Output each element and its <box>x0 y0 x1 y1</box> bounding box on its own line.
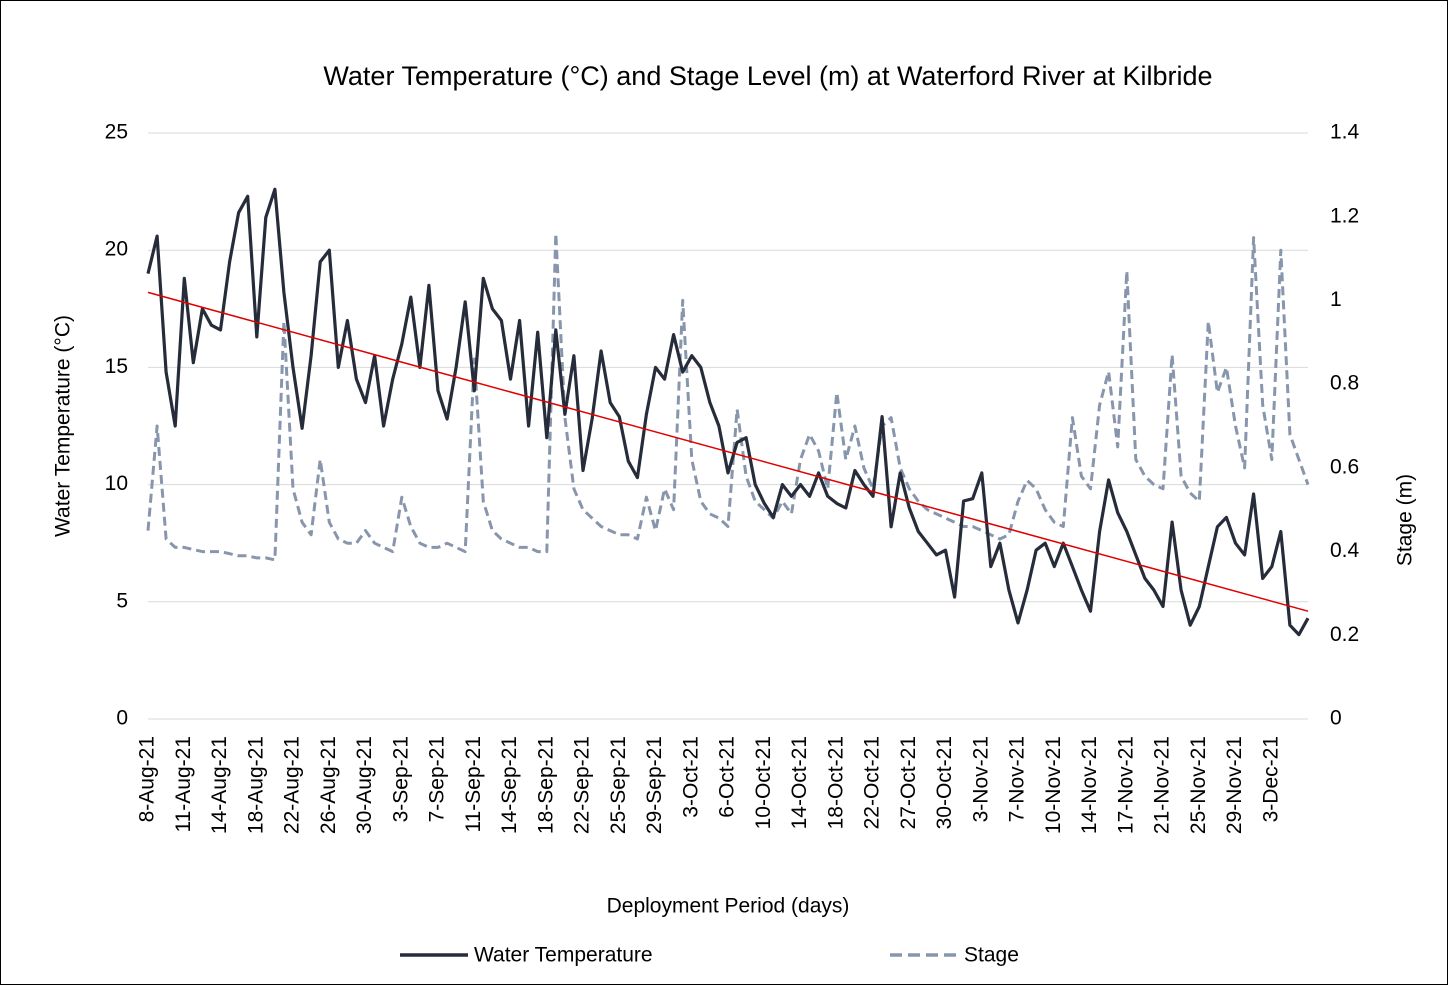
y-axis-title: Water Temperature (°C) <box>52 315 75 537</box>
x-tick-label: 22-Sep-21 <box>571 736 594 834</box>
x-tick-label: 22-Oct-21 <box>861 736 884 829</box>
series-line <box>146 232 1310 562</box>
x-tick-label: 29-Nov-21 <box>1223 736 1246 834</box>
y2-tick-label: 1.2 <box>1330 204 1359 227</box>
x-tick-label: 7-Nov-21 <box>1006 736 1029 822</box>
y-tick-label: 15 <box>105 355 128 378</box>
x-tick-label: 3-Dec-21 <box>1259 736 1282 822</box>
x-tick-label: 14-Sep-21 <box>498 736 521 834</box>
y2-tick-label: 0.2 <box>1330 623 1359 646</box>
trendline <box>147 291 1309 612</box>
x-tick-label: 26-Aug-21 <box>317 736 340 834</box>
y-tick-label: 5 <box>116 589 128 612</box>
series-line <box>146 187 1310 637</box>
x-tick-label: 29-Sep-21 <box>643 736 666 834</box>
x-tick-label: 21-Nov-21 <box>1151 736 1174 834</box>
x-tick-label: 18-Aug-21 <box>244 736 267 834</box>
y-tick-label: 20 <box>105 238 128 261</box>
x-tick-label: 3-Oct-21 <box>679 736 702 818</box>
x-tick-label: 18-Sep-21 <box>534 736 557 834</box>
x-tick-label: 14-Nov-21 <box>1078 736 1101 834</box>
x-tick-label: 6-Oct-21 <box>716 736 739 818</box>
legend-label: Water Temperature <box>474 944 653 967</box>
y-tick-label: 0 <box>116 707 128 730</box>
x-tick-label: 25-Sep-21 <box>607 736 630 834</box>
x-tick-label: 18-Oct-21 <box>824 736 847 829</box>
x-tick-label: 3-Sep-21 <box>389 736 412 822</box>
y2-tick-label: 1 <box>1330 288 1342 311</box>
x-tick-label: 11-Sep-21 <box>462 736 485 833</box>
x-tick-label: 14-Aug-21 <box>208 736 231 834</box>
x-tick-label: 30-Aug-21 <box>353 736 376 834</box>
x-tick-label: 30-Oct-21 <box>933 736 956 829</box>
y-tick-label: 25 <box>105 121 128 144</box>
x-tick-label: 27-Oct-21 <box>897 736 920 829</box>
y2-tick-label: 0.8 <box>1330 372 1359 395</box>
x-axis-title: Deployment Period (days) <box>607 895 850 918</box>
y2-tick-label: 0.4 <box>1330 539 1360 562</box>
y2-axis-title: Stage (m) <box>1394 474 1417 566</box>
x-tick-label: 8-Aug-21 <box>136 736 159 822</box>
x-tick-label: 11-Aug-21 <box>172 736 195 833</box>
x-tick-label: 7-Sep-21 <box>426 736 449 822</box>
x-tick-label: 14-Oct-21 <box>788 736 811 829</box>
y-tick-label: 10 <box>105 472 128 495</box>
x-tick-label: 17-Nov-21 <box>1114 736 1137 834</box>
x-tick-label: 22-Aug-21 <box>281 736 304 834</box>
x-tick-label: 10-Nov-21 <box>1042 736 1065 834</box>
y2-tick-label: 0.6 <box>1330 455 1359 478</box>
x-tick-label: 25-Nov-21 <box>1187 736 1210 834</box>
y2-tick-label: 0 <box>1330 707 1342 730</box>
x-tick-label: 10-Oct-21 <box>752 736 775 829</box>
x-tick-label: 3-Nov-21 <box>969 736 992 822</box>
y2-tick-label: 1.4 <box>1330 121 1360 144</box>
chart-title: Water Temperature (°C) and Stage Level (… <box>323 61 1212 91</box>
legend-label: Stage <box>964 944 1019 967</box>
